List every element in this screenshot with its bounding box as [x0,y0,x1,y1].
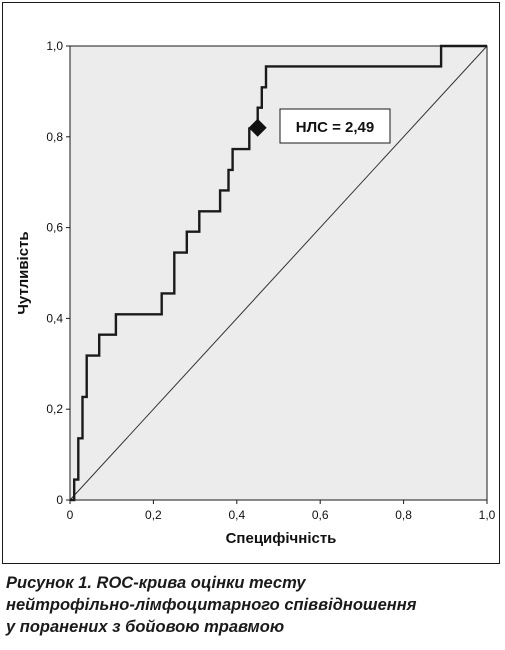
y-tick-label: 0,4 [46,311,63,325]
roc-curve [70,44,487,502]
x-ticks: 0 0,2 0,4 0,6 0,8 1,0 [67,500,496,522]
y-tick-label: 0,8 [46,130,63,144]
caption-line-2: нейтрофільно-лімфоцитарного співвідношен… [6,596,417,614]
reference-diagonal [69,45,488,501]
annotation-box [279,108,391,144]
y-tick-label: 0,6 [46,221,63,235]
x-tick-label: 0,8 [395,508,412,522]
roc-chart: 0 0,2 0,4 0,6 0,8 1,0 0 0,2 0,4 0,6 0,8 1,0 НЛС = … [15,39,496,547]
caption-line-3: у поранених з бойовою травмою [6,618,285,636]
y-tick-label: 0 [56,493,63,507]
figure-frame: 0 0,2 0,4 0,6 0,8 1,0 0 0,2 0,4 0,6 0,8 1,0 НЛС = … [2,2,500,564]
x-tick-label: 0,4 [228,508,245,522]
x-tick-label: 1,0 [479,508,496,522]
y-axis-title: Чутливість [15,231,32,314]
caption-line-1: Рисунок 1. ROC-крива оцінки тесту [6,574,306,592]
x-tick-label: 0,2 [145,508,162,522]
cutoff-marker [248,118,267,137]
y-tick-label: 1,0 [46,39,63,53]
y-ticks: 0 0,2 0,4 0,6 0,8 1,0 [46,39,70,507]
x-tick-label: 0 [67,508,74,522]
x-tick-label: 0,6 [312,508,329,522]
y-tick-label: 0,2 [46,402,63,416]
annotation-label: НЛС = 2,49 [296,119,374,136]
x-axis-title: Специфічність [226,530,337,547]
figure-caption: Рисунок 1. ROC-крива оцінки тесту нейтро… [6,572,501,638]
